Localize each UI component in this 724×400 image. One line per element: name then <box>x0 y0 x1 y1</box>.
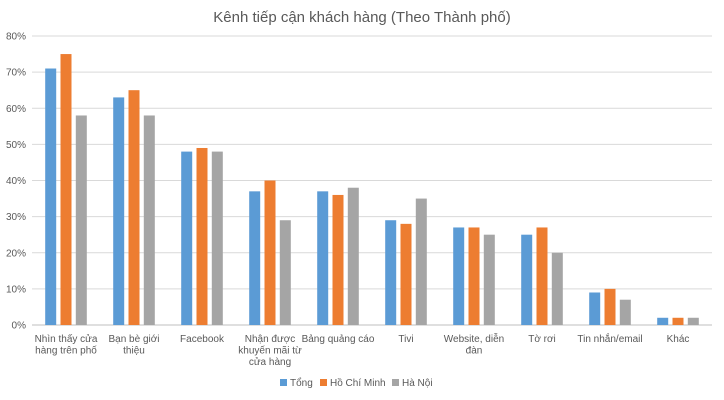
x-category-line: Khác <box>667 334 690 345</box>
bar <box>128 90 140 325</box>
legend-label: Tổng <box>290 377 313 389</box>
bar <box>400 223 412 325</box>
bars <box>45 54 699 325</box>
bar <box>347 187 359 325</box>
chart-title: Kênh tiếp cận khách hàng (Theo Thành phố… <box>213 9 510 26</box>
x-category-label: Nhận được khuyến mãi từ cửa hàng <box>238 334 302 368</box>
x-category-label: Bạn bè giới thiệu <box>108 334 159 357</box>
bar <box>317 191 329 325</box>
bar <box>453 227 465 325</box>
bar <box>385 220 397 325</box>
bar <box>536 227 548 325</box>
y-tick-label: 20% <box>6 248 26 259</box>
bar <box>249 191 261 325</box>
bar <box>332 194 344 325</box>
x-category-line: Tivi <box>398 334 413 345</box>
x-axis-categories: Nhìn thấy cửa hàng trên phố Bạn bè giới thi… <box>35 332 690 368</box>
bar <box>211 151 223 325</box>
legend-swatch <box>392 379 399 386</box>
bar <box>113 97 125 325</box>
x-category-line: cửa hàng <box>249 356 291 368</box>
x-category-line: Tờ rơi <box>528 334 556 345</box>
y-tick-label: 30% <box>6 212 26 223</box>
x-category-line: khuyến mãi từ <box>238 345 302 357</box>
bar <box>657 317 669 325</box>
bar <box>551 252 563 325</box>
x-category-label: Website, diễn đàn <box>444 332 504 357</box>
bar <box>143 115 155 325</box>
bar <box>60 54 72 325</box>
y-tick-label: 0% <box>12 321 27 332</box>
x-category-line: Nhận được <box>245 334 296 345</box>
y-tick-label: 70% <box>6 68 26 79</box>
x-category-label: Tivi <box>398 334 413 345</box>
bar <box>672 317 684 325</box>
legend-label: Hà Nội <box>402 378 433 389</box>
bar <box>181 151 193 325</box>
x-category-line: Facebook <box>180 334 225 345</box>
x-category-line: Tin nhắn/email <box>577 332 642 345</box>
x-category-label: Bảng quảng cáo <box>302 334 375 345</box>
y-tick-label: 40% <box>6 176 26 187</box>
x-category-line: Bạn bè giới <box>108 334 159 345</box>
legend-swatch <box>280 379 287 386</box>
bar <box>75 115 87 325</box>
bar <box>415 198 427 325</box>
legend: Tổng Hồ Chí Minh Hà Nội <box>280 377 433 389</box>
x-category-line: đàn <box>466 346 483 357</box>
y-tick-label: 80% <box>6 32 26 43</box>
x-category-label: Khác <box>667 334 690 345</box>
bar <box>468 227 480 325</box>
legend-swatch <box>320 379 327 386</box>
x-category-line: Website, diễn <box>444 332 504 345</box>
y-tick-label: 60% <box>6 104 26 115</box>
bar <box>687 317 699 325</box>
bar <box>45 68 57 325</box>
bar <box>604 288 616 325</box>
bar <box>521 234 533 325</box>
bar <box>196 147 208 325</box>
y-tick-label: 50% <box>6 140 26 151</box>
bar <box>619 299 631 325</box>
y-tick-label: 10% <box>6 284 26 295</box>
x-category-label: Nhìn thấy cửa hàng trên phố <box>35 333 98 357</box>
x-category-label: Facebook <box>180 334 225 345</box>
x-category-line: thiệu <box>123 346 145 357</box>
x-category-line: hàng trên phố <box>35 345 97 357</box>
bar <box>264 180 276 325</box>
x-category-line: Bảng quảng cáo <box>302 334 375 345</box>
x-category-label: Tờ rơi <box>528 334 556 345</box>
bar <box>589 292 601 325</box>
bar <box>279 220 291 325</box>
legend-label: Hồ Chí Minh <box>330 377 386 389</box>
x-category-line: Nhìn thấy cửa <box>35 333 98 345</box>
bar <box>483 234 495 325</box>
x-category-label: Tin nhắn/email <box>577 332 642 345</box>
y-axis-ticks: 0% 10% 20% 30% 40% 50% 60% 70% 80% <box>6 32 26 332</box>
